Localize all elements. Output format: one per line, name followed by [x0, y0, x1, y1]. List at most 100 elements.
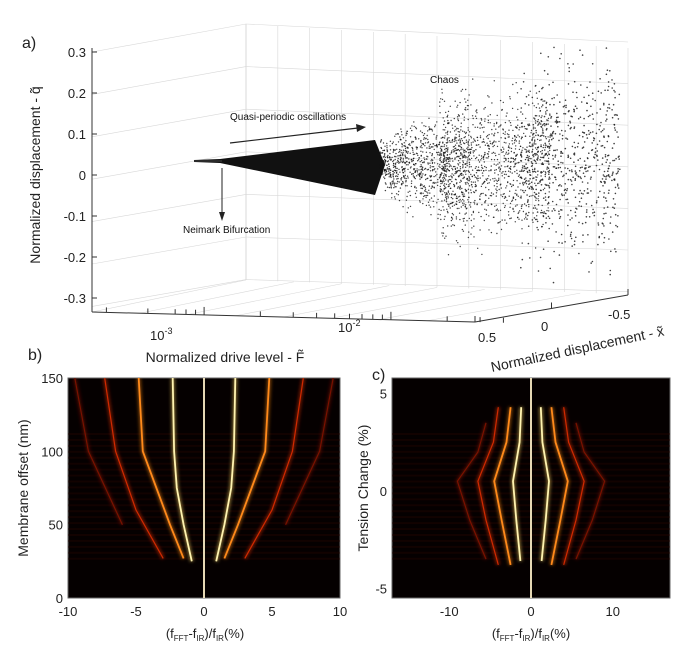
- scatter-point: [559, 166, 562, 169]
- scatter-point: [612, 159, 614, 162]
- scatter-point: [609, 176, 611, 178]
- scatter-point: [498, 177, 500, 179]
- scatter-point: [459, 145, 461, 148]
- scatter-point: [393, 159, 395, 162]
- scatter-point: [525, 117, 527, 120]
- scatter-point: [394, 198, 396, 200]
- scatter-point: [467, 236, 470, 239]
- scatter-point: [599, 125, 601, 127]
- scatter-point: [462, 150, 465, 152]
- scatter-point: [445, 111, 447, 114]
- scatter-point: [530, 181, 533, 184]
- scatter-point: [447, 169, 450, 171]
- scatter-point: [607, 170, 609, 172]
- scatter-point: [517, 212, 519, 215]
- scatter-point: [522, 170, 524, 172]
- scatter-point: [397, 194, 399, 196]
- scatter-point: [485, 209, 488, 211]
- scatter-point: [536, 148, 538, 151]
- scatter-point: [455, 172, 458, 174]
- scatter-point: [452, 174, 455, 176]
- scatter-point: [597, 196, 600, 198]
- scatter-point: [540, 116, 542, 119]
- scatter-point: [551, 132, 554, 135]
- scatter-point: [447, 114, 449, 117]
- scatter-point: [594, 99, 596, 102]
- scatter-point: [409, 127, 412, 129]
- scatter-point: [477, 166, 480, 168]
- scatter-point: [521, 204, 523, 206]
- scatter-point: [524, 180, 527, 183]
- scatter-point: [615, 157, 617, 160]
- scatter-point: [533, 191, 536, 194]
- scatter-point: [482, 156, 485, 159]
- scatter-point: [555, 231, 557, 233]
- scatter-point: [442, 177, 444, 179]
- scatter-point: [392, 180, 394, 182]
- scatter-point: [532, 194, 534, 197]
- scatter-point: [552, 281, 555, 284]
- scatter-point: [509, 190, 511, 192]
- scatter-point: [391, 142, 394, 145]
- scatter-point: [521, 219, 523, 221]
- scatter-point: [528, 157, 530, 160]
- scatter-point: [511, 137, 514, 139]
- scatter-point: [466, 181, 468, 184]
- y-tick-label: 100: [41, 444, 63, 459]
- scatter-point: [532, 177, 534, 180]
- scatter-point: [487, 204, 489, 206]
- scatter-point: [507, 146, 510, 149]
- scatter-point: [472, 191, 475, 193]
- branch-line: [171, 378, 193, 562]
- scatter-point: [460, 126, 462, 128]
- scatter-point: [567, 63, 569, 65]
- scatter-point: [475, 117, 478, 120]
- scatter-point: [467, 155, 470, 157]
- scatter-point: [568, 67, 570, 69]
- scatter-point: [466, 165, 468, 167]
- scatter-point: [445, 162, 447, 165]
- scatter-point: [495, 195, 497, 197]
- scatter-point: [471, 214, 473, 216]
- scatter-point: [525, 156, 528, 159]
- scatter-point: [488, 147, 490, 150]
- scatter-point: [569, 127, 572, 130]
- scatter-point: [499, 209, 502, 211]
- scatter-point: [483, 126, 485, 128]
- scatter-point: [586, 109, 588, 112]
- scatter-point: [531, 96, 534, 99]
- scatter-point: [447, 160, 450, 163]
- scatter-point: [504, 219, 506, 221]
- scatter-point: [525, 149, 527, 151]
- scatter-point: [516, 204, 518, 206]
- scatter-point: [552, 166, 555, 168]
- scatter-point: [456, 149, 458, 151]
- scatter-point: [440, 156, 442, 158]
- scatter-point: [465, 131, 467, 134]
- scatter-point: [474, 157, 477, 160]
- scatter-point: [567, 178, 570, 181]
- scatter-point: [547, 123, 549, 125]
- scatter-point: [503, 197, 506, 199]
- scatter-point: [466, 163, 468, 165]
- scatter-point: [561, 194, 564, 197]
- scatter-point: [531, 137, 534, 139]
- scatter-point: [538, 192, 540, 194]
- scatter-point: [573, 80, 576, 83]
- scatter-point: [428, 129, 430, 131]
- scatter-point: [445, 179, 447, 181]
- scatter-point: [593, 170, 595, 172]
- scatter-point: [437, 217, 439, 220]
- scatter-point: [423, 137, 426, 139]
- scatter-point: [446, 210, 449, 213]
- scatter-point: [566, 189, 568, 192]
- scatter-point: [605, 175, 607, 178]
- scatter-point: [481, 157, 483, 160]
- scatter-point: [584, 175, 586, 178]
- scatter-point: [454, 138, 456, 140]
- scatter-point: [565, 106, 567, 109]
- scatter-point: [451, 205, 454, 207]
- scatter-point: [609, 222, 612, 224]
- scatter-point: [426, 158, 428, 160]
- scatter-point: [435, 171, 437, 173]
